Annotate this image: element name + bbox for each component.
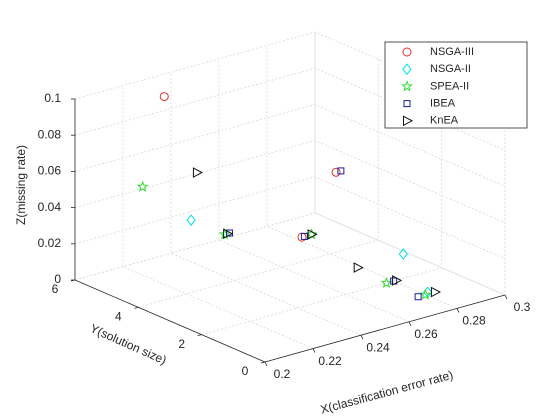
marker	[307, 229, 318, 240]
marker	[192, 167, 203, 178]
legend-marker	[402, 63, 412, 76]
y-tick-label: 4	[115, 310, 122, 324]
marker	[414, 293, 422, 301]
grid-line	[74, 67, 506, 151]
grid-line	[74, 212, 506, 296]
y-tick	[134, 306, 139, 309]
z-tick-label: 0.06	[38, 164, 62, 178]
x-tick	[312, 348, 316, 353]
x-tick	[264, 361, 268, 367]
grid-line	[74, 103, 506, 187]
y-tick	[197, 334, 202, 337]
y-tick-label: 0	[242, 364, 249, 378]
grid-line	[74, 31, 506, 115]
legend-marker	[401, 80, 413, 92]
z-tick-label: 0.08	[38, 127, 62, 141]
marker	[419, 288, 432, 300]
marker	[186, 214, 196, 226]
x-tick-label: 0.2	[274, 367, 291, 381]
grid-line	[74, 176, 506, 260]
grid-line	[218, 58, 410, 323]
x-tick	[408, 321, 412, 326]
marker	[392, 275, 403, 286]
grid-line	[122, 85, 314, 349]
x-tick-label: 0.28	[462, 314, 486, 328]
marker	[300, 232, 308, 240]
marker	[337, 167, 345, 175]
marker	[223, 228, 234, 240]
x-tick	[360, 335, 364, 340]
legend-marker	[402, 47, 412, 57]
legend-label: IBEA	[430, 98, 456, 110]
marker	[136, 180, 149, 192]
marker	[353, 262, 364, 273]
marker	[380, 276, 393, 289]
marker	[398, 248, 408, 260]
x-tick-label: 0.24	[366, 340, 390, 354]
z-tick-label: 0.1	[44, 91, 61, 105]
x-tick-label: 0.22	[318, 354, 342, 368]
y-tick-label: 2	[178, 337, 185, 351]
legend-marker	[403, 100, 411, 108]
marker	[218, 228, 231, 240]
z-tick-label: 0.02	[38, 236, 62, 250]
y-axis	[74, 279, 266, 363]
x-axis-label: X(classification error rate)	[319, 368, 455, 417]
marker	[430, 286, 442, 298]
legend-label: NSGA-II	[430, 63, 471, 75]
x-tick	[456, 308, 460, 313]
grid-line	[138, 59, 379, 308]
x-tick	[504, 294, 508, 300]
z-axis-label: Z(missing rate)	[14, 145, 28, 225]
grid-line	[74, 32, 316, 281]
marker	[226, 229, 234, 237]
grid-line	[170, 72, 362, 336]
grid-line	[266, 45, 458, 309]
y-tick-label: 6	[52, 282, 59, 296]
legend-label: NSGA-III	[430, 46, 474, 58]
grid-line	[201, 86, 443, 336]
legend-label: KnEA	[430, 115, 459, 127]
grid-line	[74, 99, 266, 363]
marker	[159, 92, 169, 102]
legend-label: SPEA-II	[430, 80, 469, 92]
y-axis-label: Y(solution size)	[88, 321, 169, 367]
x-axis	[264, 294, 506, 363]
z-tick-label: 0	[54, 272, 61, 286]
x-tick-label: 0.3	[514, 300, 531, 314]
legend-marker	[403, 115, 414, 127]
y-tick	[260, 361, 266, 364]
x-tick-label: 0.26	[414, 327, 438, 341]
z-tick-label: 0.04	[38, 200, 62, 214]
marker	[331, 167, 341, 177]
grid-line	[74, 140, 506, 223]
